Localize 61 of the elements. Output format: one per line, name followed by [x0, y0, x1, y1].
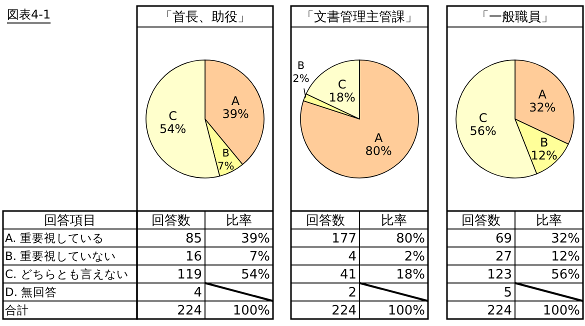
text: 100%: [542, 304, 580, 319]
text: 85: [185, 232, 202, 247]
slice-label: A: [538, 87, 548, 102]
text: 回答項目: [44, 214, 96, 229]
text: 54%: [241, 268, 270, 283]
text: 比率: [226, 212, 252, 229]
text: 4: [348, 250, 356, 265]
slice-label: B: [222, 147, 230, 160]
text: 18%: [396, 268, 425, 283]
slice-label: C: [168, 108, 177, 123]
data-label: 2%: [292, 72, 310, 85]
text: 119: [177, 268, 202, 283]
slice-label: B: [297, 60, 305, 72]
data-label: 39%: [222, 106, 249, 121]
text: 2%: [404, 250, 425, 265]
data-label: 32%: [529, 100, 556, 114]
slice-label: B: [540, 136, 548, 150]
text: 41: [340, 268, 356, 283]
text: 224: [177, 304, 202, 319]
slice-label: C: [338, 77, 346, 92]
slice-label: C: [478, 110, 488, 125]
text: 80%: [396, 232, 425, 247]
text: 177: [332, 232, 356, 247]
slice-label: A: [231, 94, 240, 108]
chart-title: 「文書管理主管課」: [301, 9, 418, 26]
text: 32%: [551, 232, 580, 247]
text: D. 無回答: [5, 285, 58, 300]
data-label: 7%: [218, 160, 234, 172]
text: 合計: [5, 303, 29, 318]
text: 224: [332, 304, 356, 319]
chart-title: 「一般職員」: [476, 10, 554, 26]
text: 100%: [388, 304, 425, 319]
text: 比率: [536, 212, 562, 229]
text: B. 重要視していない: [5, 249, 116, 264]
chart-title: 「首長、助役」: [160, 10, 250, 26]
text: 回答数: [462, 214, 500, 229]
text: 39%: [241, 232, 270, 247]
text: 56%: [551, 268, 580, 283]
text: 69: [495, 232, 512, 247]
data-label: 80%: [365, 144, 392, 158]
data-label: 56%: [470, 124, 496, 138]
text: 4: [194, 286, 202, 301]
text: 100%: [232, 304, 270, 319]
text: 5: [504, 286, 512, 301]
data-label: 54%: [159, 122, 186, 136]
text: A. 重要視している: [5, 231, 104, 246]
text: 回答数: [306, 214, 345, 229]
text: 27: [495, 250, 512, 265]
text: 回答数: [152, 214, 190, 229]
data-label: 18%: [328, 90, 356, 104]
slice-label: A: [374, 131, 384, 146]
text: 2: [348, 286, 356, 301]
data-label: 12%: [530, 148, 558, 163]
text: 比率: [380, 212, 407, 229]
text: 123: [487, 268, 512, 283]
text: C. どちらとも言えない: [5, 267, 128, 282]
text: 図表4-1: [7, 7, 51, 22]
text: 16: [185, 250, 202, 265]
text: 224: [487, 304, 512, 319]
text: 7%: [249, 250, 270, 265]
text: 12%: [551, 250, 580, 265]
